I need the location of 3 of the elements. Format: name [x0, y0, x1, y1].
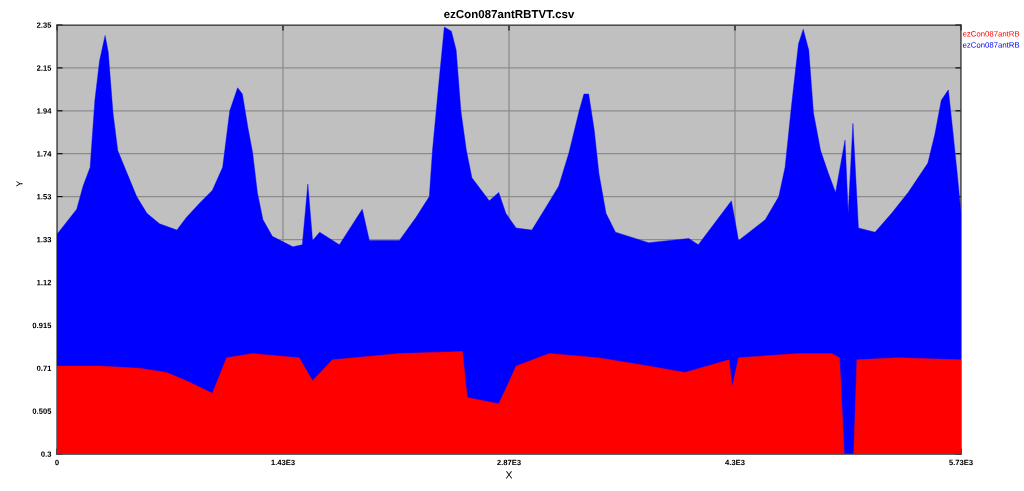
x-axis-title: X: [505, 471, 513, 479]
chart-title: ezCon087antRBTVT.csv: [444, 10, 575, 19]
y-axis-title: Y: [16, 180, 23, 187]
